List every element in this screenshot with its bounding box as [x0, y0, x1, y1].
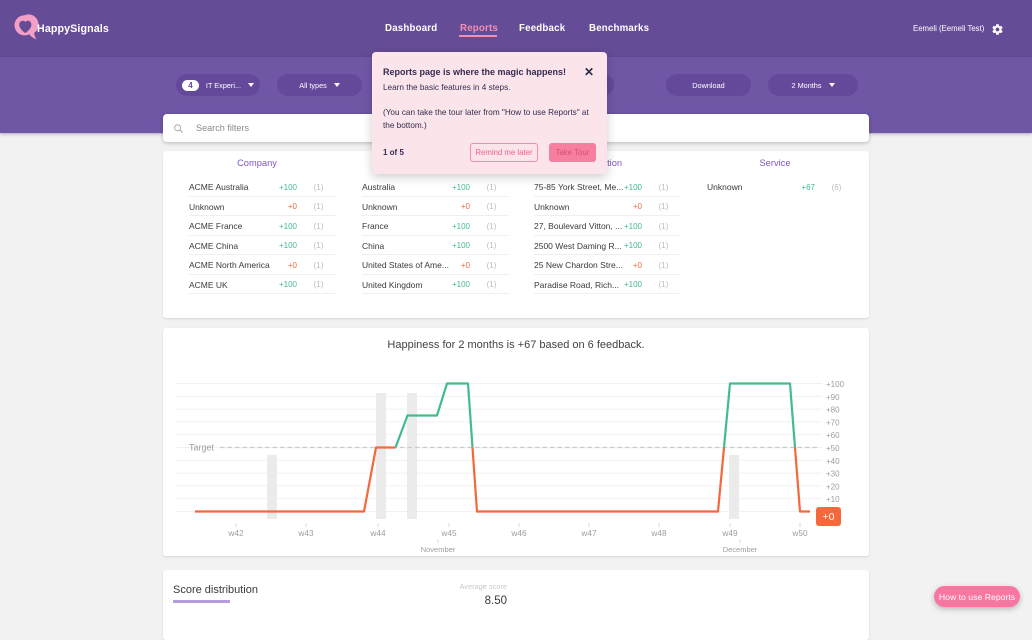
svg-text:+0: +0 — [823, 511, 835, 523]
svg-text:w44: w44 — [369, 528, 386, 538]
svg-text:w42: w42 — [227, 528, 244, 538]
svg-text:+60: +60 — [826, 431, 840, 440]
svg-text:Target: Target — [189, 443, 215, 453]
svg-text:w48: w48 — [650, 528, 667, 538]
svg-text:w49: w49 — [721, 528, 738, 538]
svg-text:+80: +80 — [826, 406, 840, 415]
svg-text:+100: +100 — [826, 380, 845, 389]
svg-text:+20: +20 — [826, 482, 840, 491]
svg-text:w45: w45 — [440, 528, 457, 538]
svg-text:+70: +70 — [826, 418, 840, 427]
svg-text:November: November — [421, 545, 456, 554]
svg-text:w46: w46 — [510, 528, 527, 538]
svg-text:December: December — [723, 545, 758, 554]
svg-text:+50: +50 — [826, 444, 840, 453]
svg-text:+90: +90 — [826, 393, 840, 402]
svg-text:w43: w43 — [297, 528, 314, 538]
svg-text:w47: w47 — [580, 528, 597, 538]
svg-text:w50: w50 — [791, 528, 808, 538]
svg-text:+30: +30 — [826, 470, 840, 479]
svg-text:+40: +40 — [826, 457, 840, 466]
svg-text:+10: +10 — [826, 495, 840, 504]
